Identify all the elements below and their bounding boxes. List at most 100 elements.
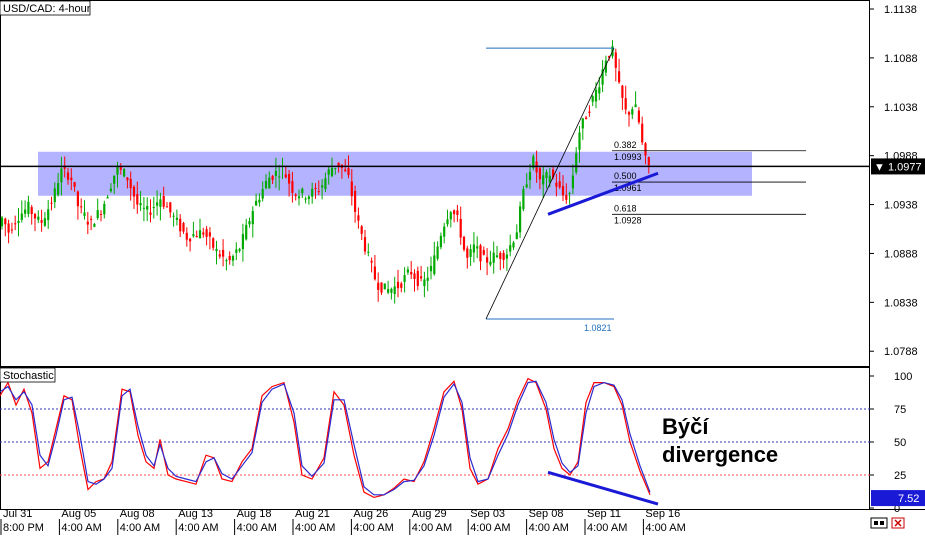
candle-body [142,207,145,209]
stochastic-tick-label: 100 [894,371,912,383]
candle-body [453,210,456,215]
candle-body [136,194,139,205]
bullish-divergence-line [547,470,659,506]
candle-body [30,207,33,215]
candle-body [57,183,60,195]
candle-body [238,249,241,251]
candle-body [426,277,429,281]
candle-body [297,196,301,199]
candle-body [469,249,472,257]
candle-body [377,282,380,290]
x-date-label: Aug 21 [295,508,330,520]
candle-body [205,229,208,237]
candle-body [198,230,202,239]
candle-body [459,218,462,238]
fib-ratio-label: 0.500 [614,171,637,181]
x-time-label: 4:00 AM [61,522,101,534]
candle-body [647,157,650,166]
candles [0,40,650,304]
candle-body [311,188,314,197]
candle-body [156,202,159,206]
scroll-icon[interactable] [870,517,888,529]
candle-body [423,279,426,287]
candle-body [420,276,423,279]
candle-body [548,175,551,183]
candle-body [261,189,264,199]
candle-body [271,176,274,180]
candle-body [591,96,594,102]
candle-body [383,283,386,290]
candle-body [462,236,466,250]
candle-body [103,203,106,215]
candle-body [241,234,244,250]
candle-body [466,248,469,258]
candle-body [370,260,373,263]
candle-body [552,169,555,178]
candle-body [360,226,363,234]
x-time-label: 8:00 PM [3,522,44,534]
candle-body [228,255,231,261]
divergence-annotation-line2: divergence [662,442,778,467]
candle-body [472,244,475,253]
candle-body [202,232,205,235]
candle-body [509,245,512,252]
candle-body [489,261,492,265]
candle-body [575,153,578,173]
candle-body [538,168,541,180]
candle-body [357,215,360,221]
x-time-label: 4:00 AM [237,522,277,534]
candle-body [27,201,30,214]
candle-body [324,178,327,190]
x-time-label: 4:00 AM [178,522,218,534]
x-date-label: Jul 31 [3,508,32,520]
candle-body [182,223,185,232]
candle-body [631,109,634,115]
candle-body [446,219,449,225]
candle-body [288,173,291,184]
candle-body [17,220,20,224]
stochastic-tick-label: 75 [894,404,906,416]
candle-body [255,200,258,206]
candle-body [86,221,89,225]
candle-body [344,169,347,172]
candle-body [24,209,27,214]
candle-body [215,248,218,252]
candle-body [512,242,515,248]
candle-body [380,282,383,293]
candle-body [641,123,644,143]
close-icon[interactable] [891,517,905,529]
candle-body [189,238,192,242]
candle-body [387,289,390,293]
candle-body [545,172,548,179]
candle-body [179,218,182,232]
x-time-label: 4:00 AM [120,522,160,534]
candle-body [594,89,598,102]
x-date-label: Sep 08 [529,508,564,520]
candle-body [33,213,37,219]
x-date-label: Aug 18 [237,508,272,520]
candle-body [433,255,436,275]
current-price-label: ▼ 1.0977 [874,161,922,173]
candle-body [212,238,215,248]
candle-body [116,166,119,175]
x-date-label: Aug 13 [178,508,213,520]
candle-body [321,185,324,188]
candle-body [169,202,172,213]
candle-body [235,249,238,253]
x-time-label: 4:00 AM [470,522,510,534]
stochastic-main-line [0,377,651,499]
candle-body [634,104,637,108]
stochastic-value-label: 7.52 [898,493,919,505]
candle-body [106,197,109,199]
candle-body [208,232,211,237]
candle-body [66,172,70,180]
candle-body [571,175,574,189]
candle-body [578,132,581,150]
candle-body [400,283,403,288]
candle-body [152,207,155,209]
candle-body [301,188,304,194]
stochastic-signal-line [0,380,651,496]
candle-body [284,174,287,178]
